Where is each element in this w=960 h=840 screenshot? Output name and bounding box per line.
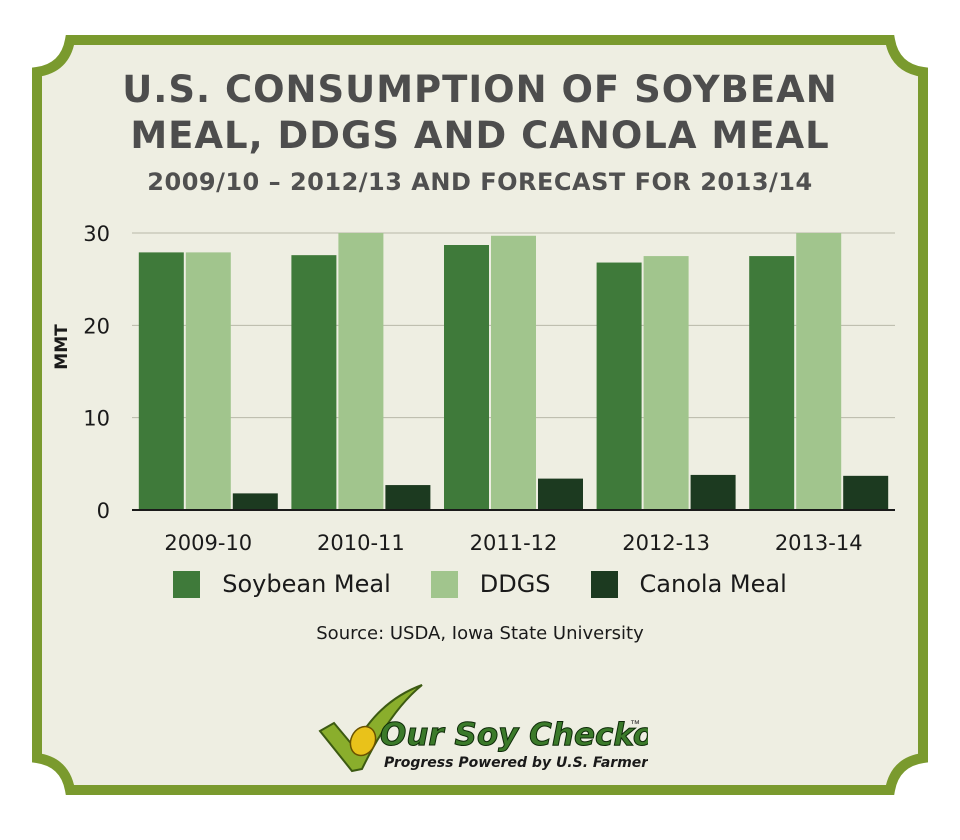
- y-axis-label: MMT: [52, 324, 72, 370]
- x-tick-label: 2010-11: [317, 531, 405, 555]
- bar-ddgs-2009-10: [185, 252, 231, 510]
- legend-swatch-canola-meal: [590, 570, 618, 598]
- logo-tagline: Progress Powered by U.S. Farmers: [384, 755, 648, 771]
- bar-canola-meal-2011-12: [538, 478, 583, 510]
- bar-canola-meal-2012-13: [690, 474, 736, 510]
- legend-item-canola-meal: Canola Meal: [590, 570, 787, 598]
- bar-soybean-meal-2011-12: [444, 245, 489, 510]
- source-note: Source: USDA, Iowa State University: [316, 623, 644, 644]
- x-tick-label: 2012-13: [622, 531, 710, 555]
- bar-chart: 0 10 20 30 2009-10 2010-11 2011-12 2012-13 2013-…: [52, 222, 895, 555]
- axes: 0 10 20 30 2009-10 2010-11 2011-12 2012-13 2013-…: [83, 222, 895, 555]
- bar-ddgs-2013-14: [796, 233, 842, 510]
- our-soy-checkoff-logo: Our Soy Checkoff ™ Progress Powered by U…: [318, 684, 648, 773]
- bar-canola-meal-2013-14: [843, 475, 889, 510]
- trademark-symbol: ™: [630, 719, 640, 730]
- bar-canola-meal-2010-11: [385, 485, 431, 510]
- chart-title-line-1: U.S. CONSUMPTION OF SOYBEAN: [122, 68, 838, 111]
- y-tick-label: 0: [97, 499, 110, 523]
- bar-ddgs-2010-11: [338, 233, 384, 510]
- y-tick-label: 10: [83, 407, 110, 431]
- chart-title-line-2: MEAL, DDGS AND CANOLA MEAL: [130, 114, 830, 157]
- x-tick-label: 2013-14: [775, 531, 863, 555]
- soybean-icon: [349, 725, 377, 757]
- legend-label-ddgs: DDGS: [479, 570, 551, 598]
- legend-label-soybean-meal: Soybean Meal: [222, 570, 391, 598]
- chart-subtitle: 2009/10 – 2012/13 AND FORECAST FOR 2013/…: [147, 168, 813, 196]
- bar-soybean-meal-2013-14: [749, 256, 795, 510]
- chart-legend: Soybean Meal DDGS Canola Meal: [0, 570, 960, 598]
- bar-canola-meal-2009-10: [232, 493, 278, 510]
- y-tick-label: 20: [83, 314, 110, 338]
- y-tick-label: 30: [83, 222, 110, 246]
- legend-item-ddgs: DDGS: [430, 570, 551, 598]
- legend-label-canola-meal: Canola Meal: [639, 570, 787, 598]
- bars: [138, 233, 889, 510]
- bar-ddgs-2012-13: [643, 256, 689, 510]
- legend-item-soybean-meal: Soybean Meal: [173, 570, 391, 598]
- legend-swatch-soybean-meal: [173, 570, 201, 598]
- x-tick-label: 2009-10: [164, 531, 252, 555]
- bar-ddgs-2011-12: [491, 235, 536, 510]
- bar-soybean-meal-2012-13: [596, 262, 642, 510]
- logo-wordmark: Our Soy Checkoff: [380, 717, 648, 753]
- bar-soybean-meal-2010-11: [291, 255, 337, 510]
- x-tick-label: 2011-12: [470, 531, 558, 555]
- bar-soybean-meal-2009-10: [138, 252, 184, 510]
- legend-swatch-ddgs: [430, 570, 458, 598]
